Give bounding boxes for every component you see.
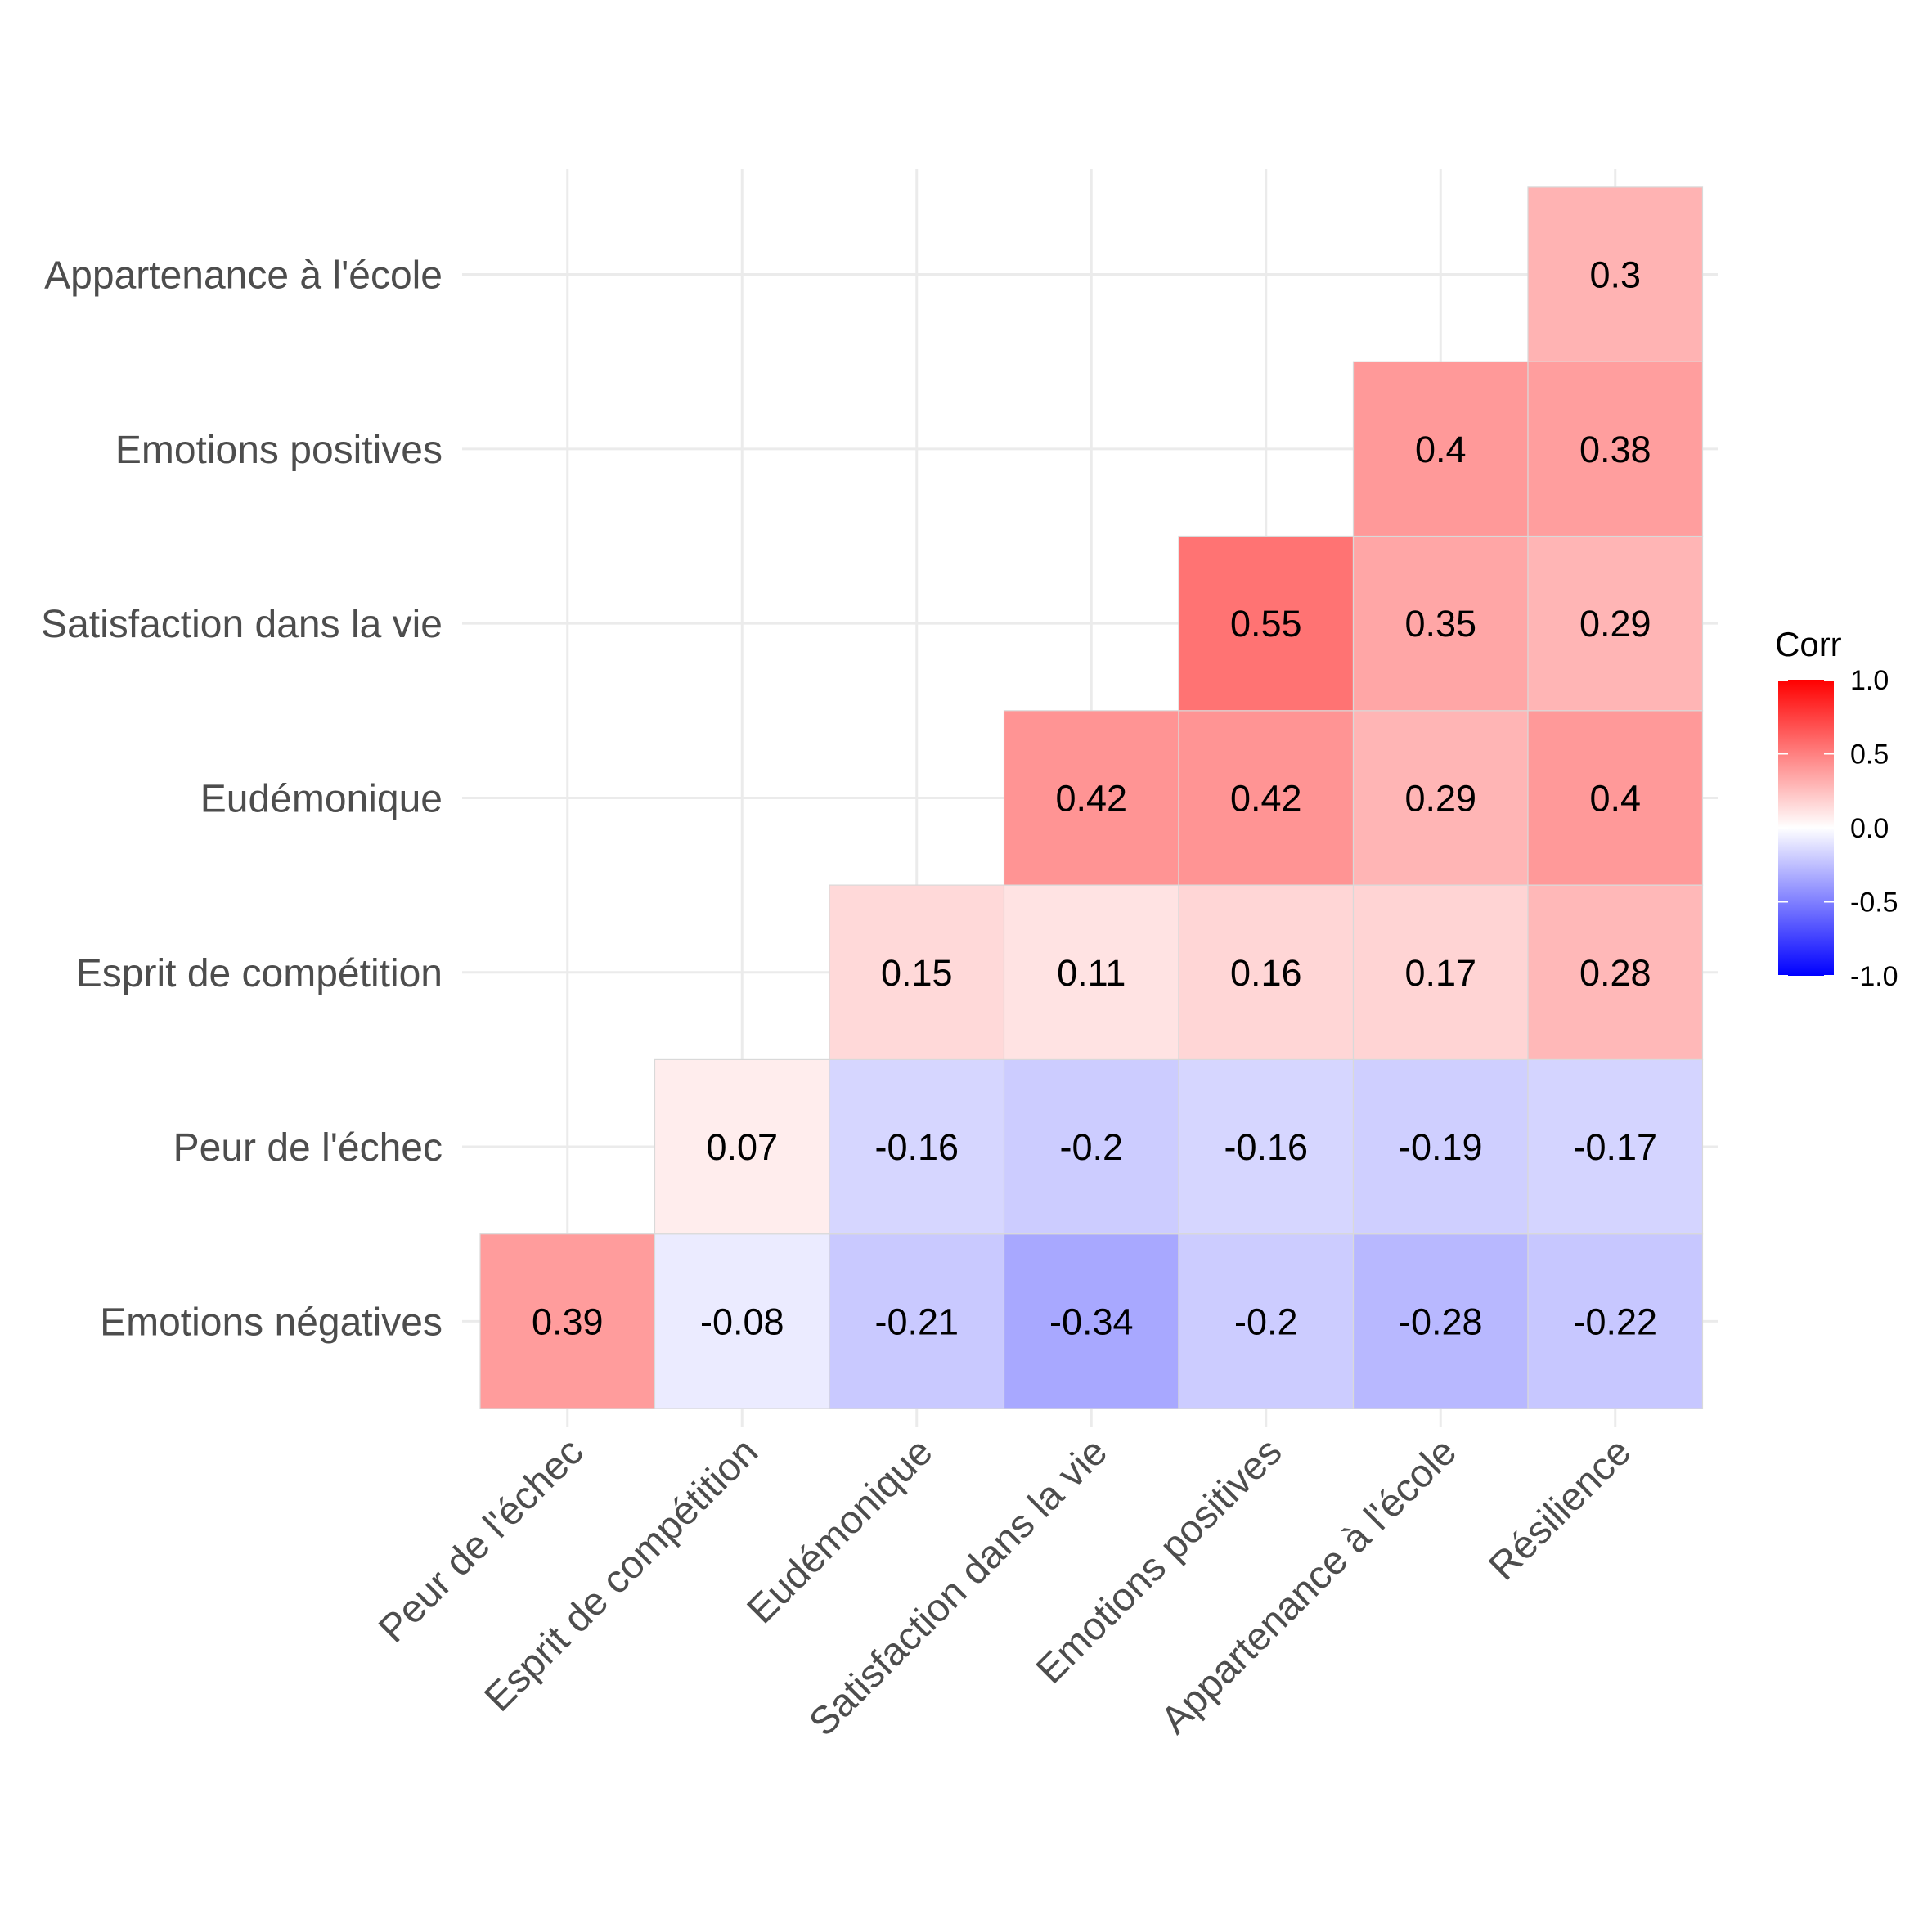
cell-value-label: 0.4: [1589, 777, 1641, 819]
heatmap-cell: [654, 1058, 830, 1235]
cell-value-label: -0.28: [1399, 1301, 1483, 1342]
legend-tick-label: 0.0: [1850, 813, 1889, 844]
y-axis-labels: Emotions négatives Peur de l'échec Esprit …: [41, 254, 443, 1345]
legend-tick-label: -1.0: [1850, 961, 1898, 992]
cell-value-label: 0.4: [1415, 429, 1467, 470]
cell-value-label: -0.2: [1234, 1301, 1298, 1342]
cell-value-label: 0.35: [1404, 603, 1476, 645]
y-tick-label: Peur de l'échec: [173, 1126, 443, 1170]
y-tick-label: Appartenance à l'école: [44, 254, 443, 298]
cell-value-label: 0.42: [1230, 777, 1302, 819]
cell-value-label: 0.38: [1579, 429, 1651, 470]
cell-value-label: 0.29: [1404, 777, 1476, 819]
heatmap-cell: [479, 1233, 656, 1409]
cell-value-label: -0.34: [1049, 1301, 1134, 1342]
heatmap-cell: [1527, 535, 1704, 712]
cell-value-label: -0.2: [1059, 1126, 1123, 1168]
heatmap-cell: [1178, 710, 1355, 886]
x-tick-label: Satisfaction dans la vie: [801, 1430, 1116, 1745]
heatmap-cell: [1527, 1058, 1704, 1235]
legend-tick-label: 1.0: [1850, 665, 1889, 696]
legend-tick-label: -0.5: [1850, 887, 1898, 919]
x-tick-label: Résilience: [1480, 1430, 1639, 1588]
cell-value-label: 0.11: [1057, 952, 1126, 994]
y-tick-label: Emotions négatives: [100, 1301, 443, 1344]
heatmap-cell: [1527, 361, 1704, 537]
cell-value-label: 0.17: [1404, 952, 1476, 994]
heatmap-cell: [1527, 710, 1704, 886]
y-tick-label: Satisfaction dans la vie: [41, 603, 443, 646]
cell-value-label: 0.07: [706, 1126, 778, 1168]
cell-value-label: -0.08: [700, 1301, 784, 1342]
cell-value-label: -0.21: [874, 1301, 959, 1342]
cell-value-label: -0.17: [1573, 1126, 1657, 1168]
heatmap-cell: [1527, 884, 1704, 1060]
heatmap-cell: [1178, 884, 1355, 1060]
color-legend: Corr 1.0 0.5 0.0 -0.5 -1.0: [1775, 625, 1898, 992]
y-tick-label: Emotions positives: [115, 429, 443, 472]
heatmap-cell: [1527, 1233, 1704, 1409]
heatmap-cell: [1003, 710, 1179, 886]
cell-value-label: 0.29: [1579, 603, 1651, 645]
cell-value-label: -0.22: [1573, 1301, 1657, 1342]
heatmap-cell: [1352, 1058, 1529, 1235]
heatmap-cell: [1352, 361, 1529, 537]
cell-value-label: -0.16: [874, 1126, 959, 1168]
cell-value-label: -0.19: [1399, 1126, 1483, 1168]
cell-value-label: -0.16: [1224, 1126, 1308, 1168]
heatmap-cell: [829, 1233, 1005, 1409]
legend-tick-label: 0.5: [1850, 739, 1889, 771]
heatmap-cell: [1352, 710, 1529, 886]
x-tick-label: Eudémonique: [739, 1430, 941, 1632]
heatmap-cell: [1178, 535, 1355, 712]
heatmap-cell: [1352, 1233, 1529, 1409]
heatmap-cell: [1003, 1058, 1179, 1235]
heatmap-cell: [829, 1058, 1005, 1235]
cell-value-labels: 0.39 -0.08 -0.21 -0.34 -0.2 -0.28 -0.22 0.07 -0.…: [532, 254, 1657, 1343]
heatmap-cells: [479, 186, 1704, 1409]
cell-value-label: 0.39: [532, 1301, 604, 1342]
cell-value-label: 0.16: [1230, 952, 1302, 994]
x-tick-label: Appartenance à l'école: [1152, 1430, 1465, 1742]
heatmap-cell: [1003, 884, 1179, 1060]
y-tick-label: Esprit de compétition: [76, 952, 443, 995]
cell-value-label: 0.15: [881, 952, 953, 994]
cell-value-label: 0.28: [1579, 952, 1651, 994]
heatmap-cell: [829, 884, 1005, 1060]
cell-value-label: 0.55: [1230, 603, 1302, 645]
legend-ticks: 1.0 0.5 0.0 -0.5 -1.0: [1778, 665, 1898, 992]
legend-title: Corr: [1775, 625, 1842, 663]
heatmap-cell: [1352, 884, 1529, 1060]
y-tick-label: Eudémonique: [200, 777, 443, 820]
cell-value-label: 0.42: [1055, 777, 1127, 819]
heatmap-cell: [1352, 535, 1529, 712]
cell-value-label: 0.3: [1589, 254, 1641, 296]
heatmap-cell: [1178, 1233, 1355, 1409]
heatmap-cell: [1527, 186, 1704, 362]
heatmap-cell: [1178, 1058, 1355, 1235]
